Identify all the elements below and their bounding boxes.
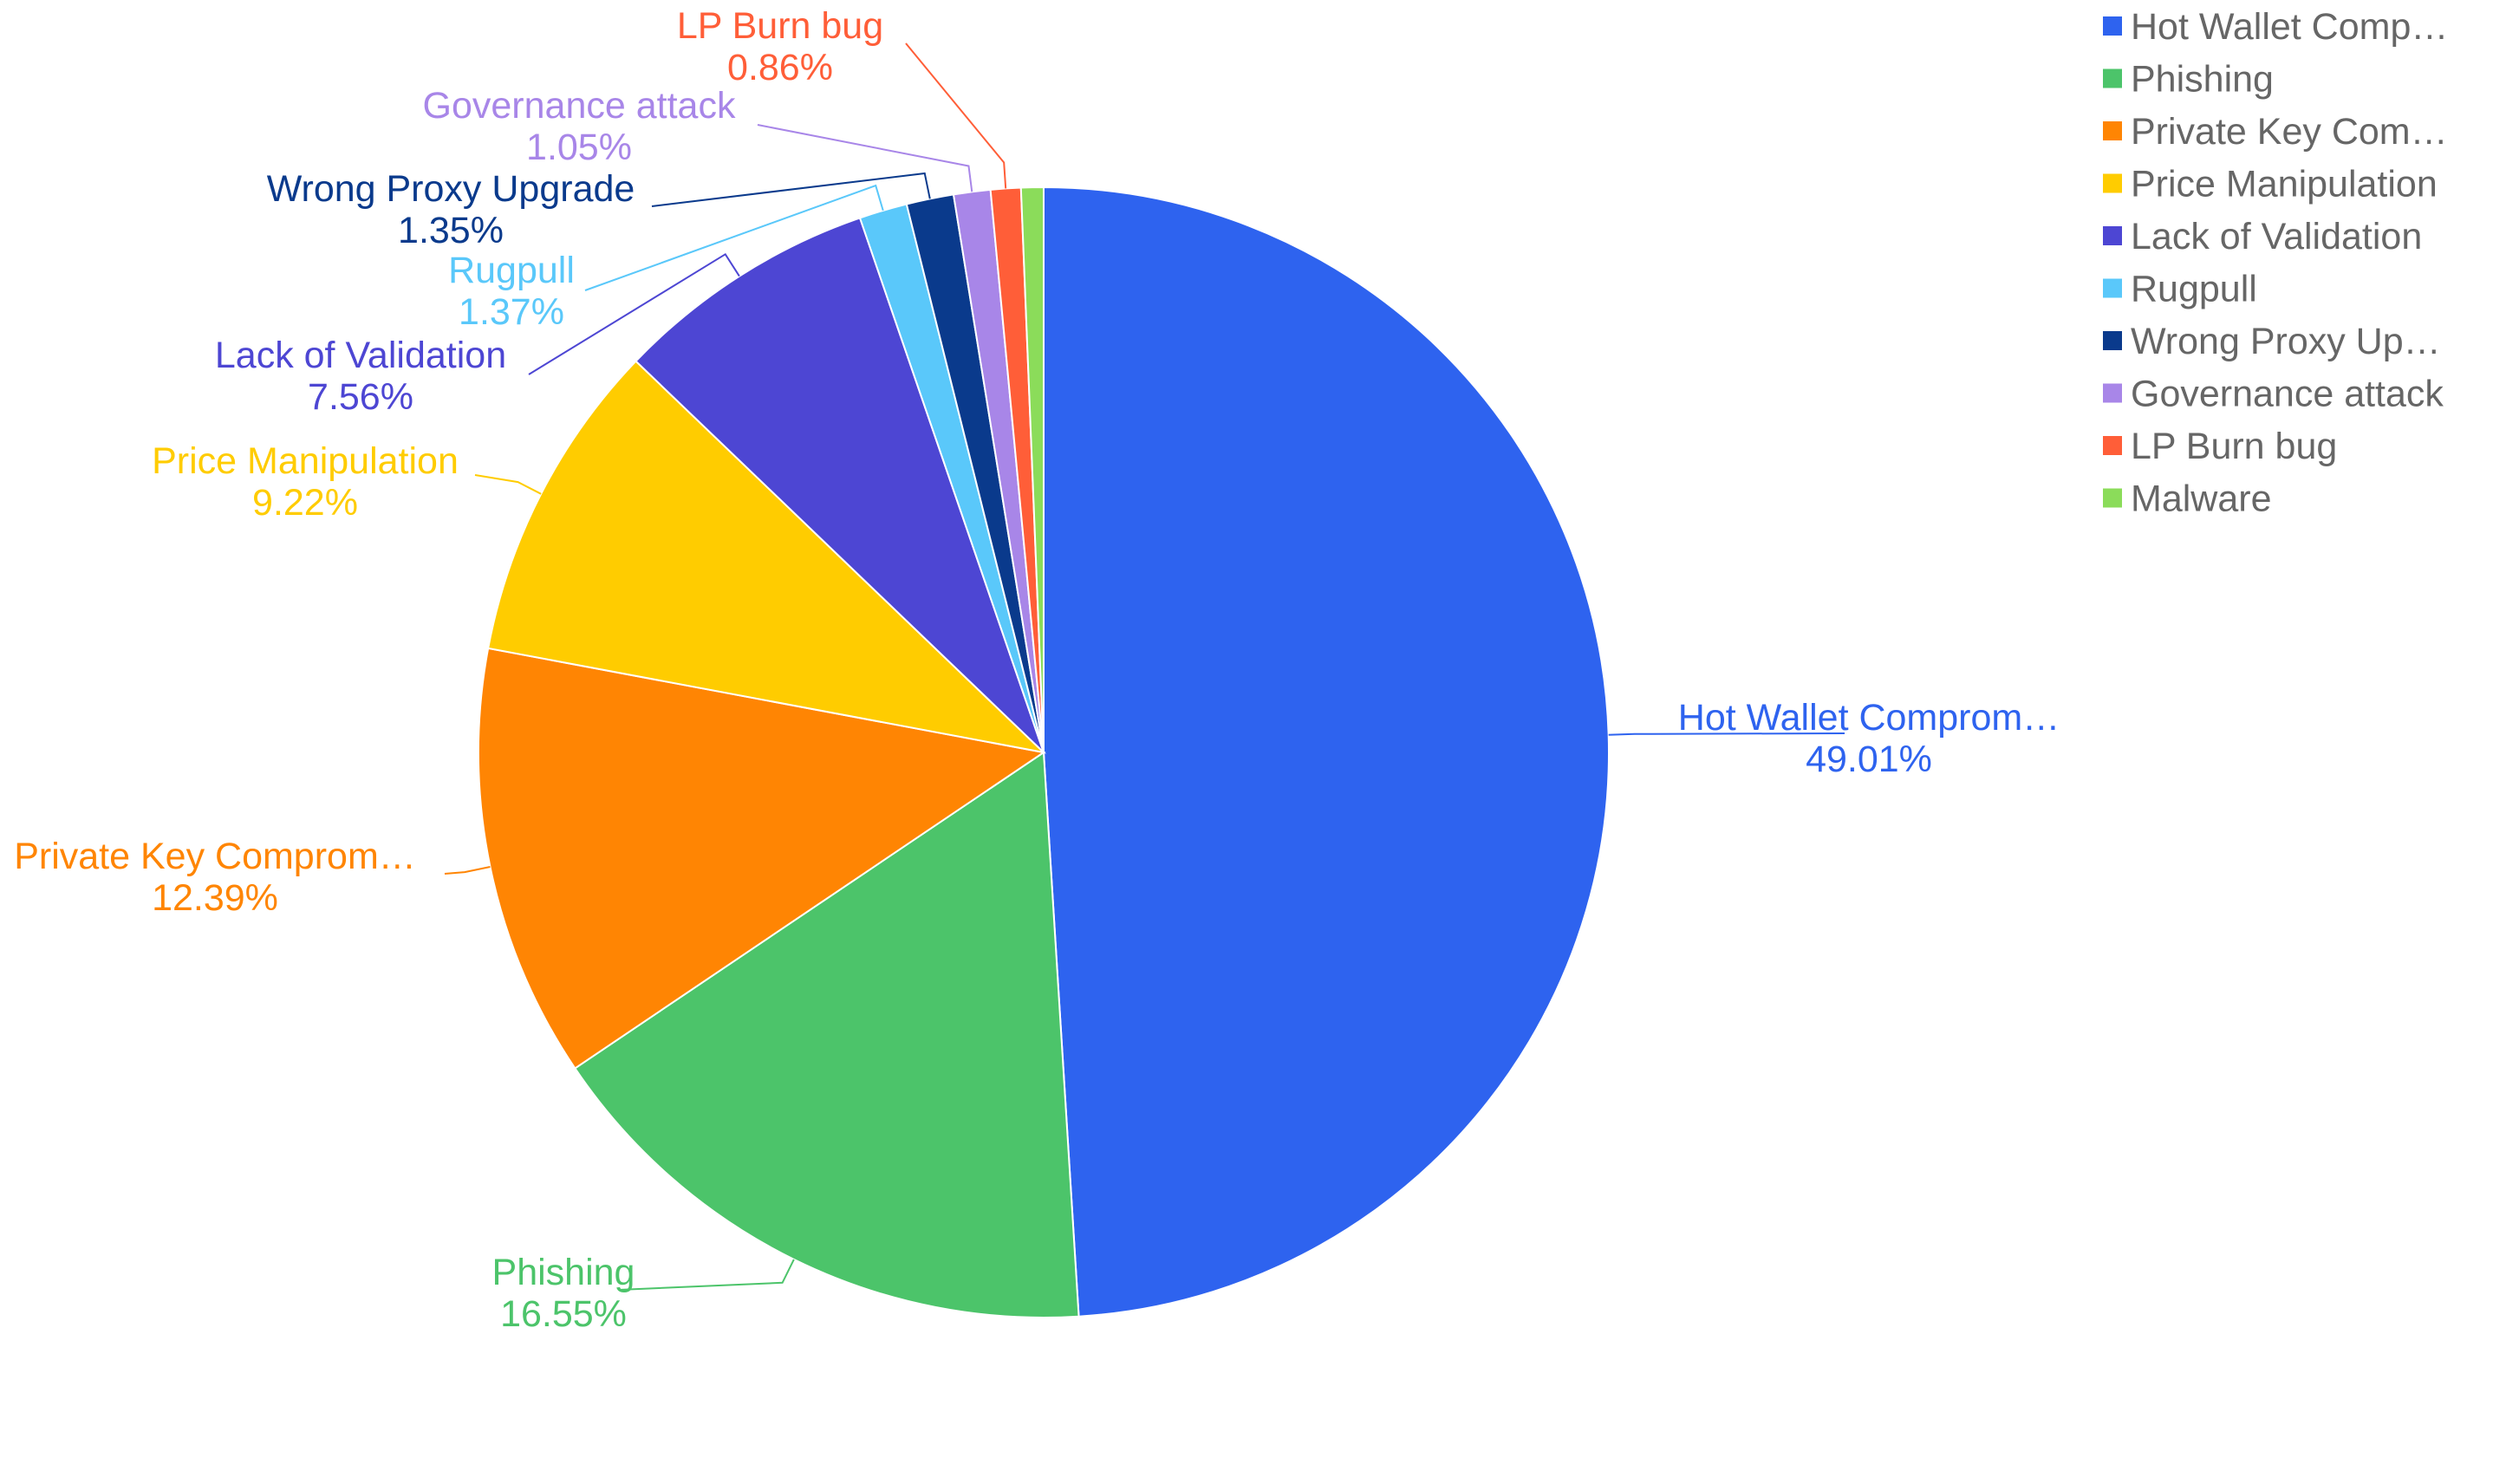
legend-swatch[interactable] [2103,331,2122,350]
legend-label[interactable]: Hot Wallet Comp… [2131,6,2448,48]
slice-label-name: Lack of Validation [215,335,506,376]
legend-label[interactable]: Governance attack [2131,374,2444,415]
pie-slices [478,186,1610,1318]
slice-label-value: 0.86% [727,47,833,88]
leader-line [528,252,740,375]
pie-slice-malware[interactable] [1019,186,1045,753]
slice-label-name: Price Manipulation [152,440,459,482]
slice-label-value: 49.01% [1806,739,1932,780]
legend-swatch[interactable] [2103,383,2122,403]
pie-slice-hot-wallet-compromise[interactable] [1043,186,1610,1318]
legend-swatch[interactable] [2103,173,2122,193]
legend-label[interactable]: LP Burn bug [2131,426,2337,467]
legend-swatch[interactable] [2103,436,2122,455]
legend-label[interactable]: Wrong Proxy Up… [2131,321,2441,362]
slice-label-value: 1.05% [526,127,632,168]
slice-label-name: Hot Wallet Comprom… [1678,697,2060,739]
legend-swatch[interactable] [2103,488,2122,508]
legend-label[interactable]: Rugpull [2131,269,2257,310]
legend-swatch[interactable] [2103,226,2122,245]
legend-label[interactable]: Price Manipulation [2131,164,2438,205]
slice-label-name: Phishing [492,1252,635,1293]
leader-line [584,184,884,291]
legend-swatch[interactable] [2103,68,2122,88]
slice-label-value: 7.56% [308,376,413,418]
pie-slice-private-key-compromise[interactable] [478,647,1046,1070]
legend-swatch[interactable] [2103,278,2122,298]
legend-label[interactable]: Phishing [2131,59,2274,101]
legend-swatch[interactable] [2103,16,2122,36]
slice-label-name: Private Key Comprom… [14,836,416,877]
legend-swatch[interactable] [2103,121,2122,140]
legend: Hot Wallet Comp… Phishing Private Key Com…… [2103,6,2448,520]
label-leader-lines [444,42,1845,1291]
pie-slice-lack-of-validation[interactable] [635,217,1045,753]
leader-line [905,42,1007,189]
leader-line [651,172,931,207]
slice-label-name: Rugpull [448,250,575,291]
slice-label-name: Governance attack [423,85,736,127]
slice-label-value: 9.22% [252,482,358,524]
slice-label-value: 16.55% [500,1293,627,1335]
leader-line [1608,732,1845,736]
slice-label-name: LP Burn bug [677,5,883,47]
leader-line [618,1259,795,1291]
leader-line [757,124,973,192]
legend-label[interactable]: Malware [2131,478,2272,520]
slice-label-value: 12.39% [152,877,278,919]
slice-label-value: 1.35% [398,210,504,251]
slice-label-name: Wrong Proxy Upgrade [267,168,635,210]
leader-line [474,474,542,495]
legend-label[interactable]: Private Key Com… [2131,111,2448,153]
slice-label-value: 1.37% [459,291,564,333]
legend-label[interactable]: Lack of Validation [2131,216,2422,257]
pie-slice-phishing[interactable] [573,751,1080,1318]
leader-line [444,866,491,875]
